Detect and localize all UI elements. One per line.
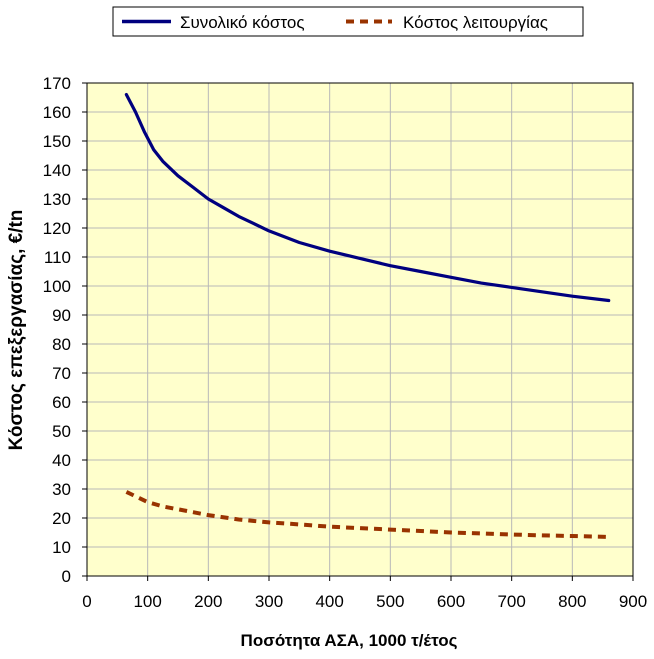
x-axis-title: Ποσότητα ΑΣΑ, 1000 τ/έτος <box>241 631 458 650</box>
y-tick-label: 80 <box>52 335 71 354</box>
series-layer <box>124 92 611 539</box>
x-tick-label: 100 <box>133 592 161 611</box>
series-line-operating-cost <box>125 490 609 539</box>
x-tick-label: 0 <box>82 592 91 611</box>
y-tick-label: 140 <box>43 161 71 180</box>
x-tick-label: 200 <box>194 592 222 611</box>
legend: Συνολικό κόστος Κόστος λειτουργίας <box>112 6 584 37</box>
y-tick-label: 100 <box>43 277 71 296</box>
x-tick-label: 300 <box>255 592 283 611</box>
x-tick-label: 600 <box>437 592 465 611</box>
x-tick-label: 400 <box>315 592 343 611</box>
y-tick-label: 120 <box>43 219 71 238</box>
y-tick-label: 0 <box>62 567 71 586</box>
x-tick-label: 800 <box>558 592 586 611</box>
y-axis-title: Κόστος επεξεργασίας, €/tn <box>6 210 27 451</box>
y-tick-label: 90 <box>52 306 71 325</box>
y-tick-label: 130 <box>43 190 71 209</box>
y-tick-label: 60 <box>52 393 71 412</box>
y-tick-label: 30 <box>52 480 71 499</box>
y-tick-label: 160 <box>43 103 71 122</box>
legend-label-total-cost: Συνολικό κόστος <box>180 13 305 32</box>
series-line-total-cost <box>124 92 611 303</box>
legend-label-operating-cost: Κόστος λειτουργίας <box>403 13 548 32</box>
x-tick-label: 700 <box>497 592 525 611</box>
plot-area <box>87 83 633 576</box>
x-tick-label: 500 <box>376 592 404 611</box>
grid <box>87 83 633 576</box>
y-tick-label: 110 <box>44 248 71 267</box>
y-tick-label: 70 <box>52 364 71 383</box>
x-tick-label: 900 <box>619 592 647 611</box>
y-tick-label: 170 <box>43 74 71 93</box>
x-axis: 0 100 200 300 400 500 600 700 800 900 <box>82 576 647 611</box>
y-tick-label: 40 <box>52 451 71 470</box>
y-tick-label: 50 <box>52 422 71 441</box>
y-axis: 0 10 20 30 40 50 60 70 80 90 100 110 120 130 140 150 160… <box>43 74 87 586</box>
y-tick-label: 10 <box>52 538 71 557</box>
plot-border <box>86 82 634 577</box>
y-tick-label: 20 <box>52 509 71 528</box>
y-tick-label: 150 <box>43 132 71 151</box>
